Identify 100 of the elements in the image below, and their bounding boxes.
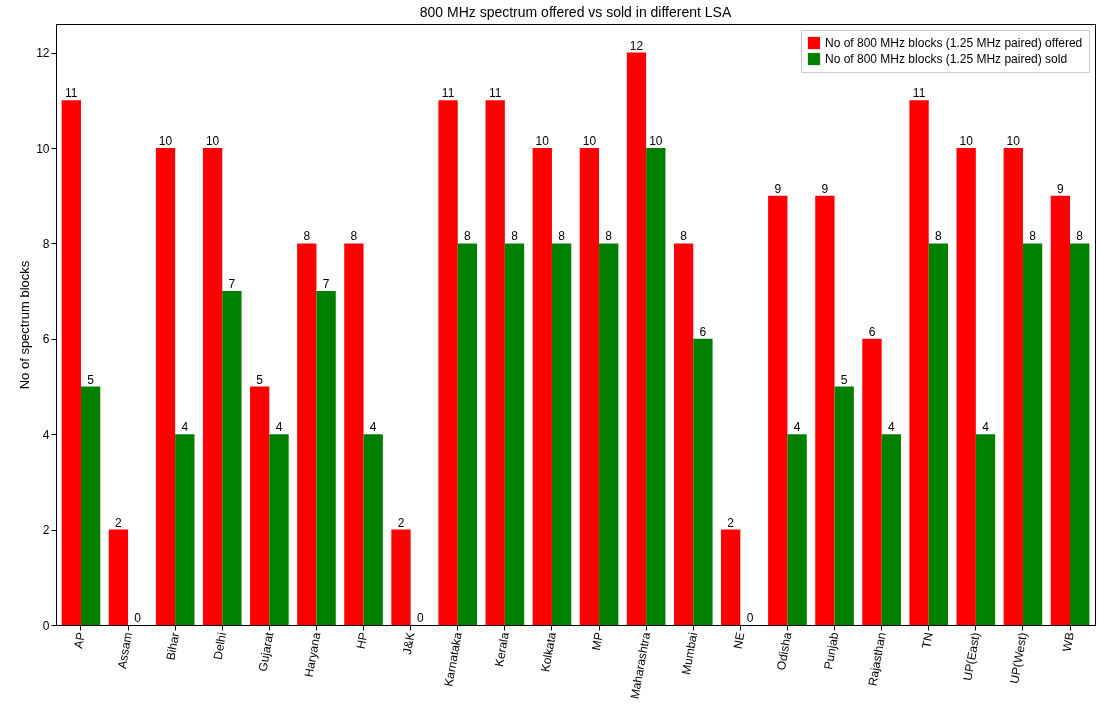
bar bbox=[457, 243, 478, 625]
x-tick-label: AP bbox=[71, 631, 88, 650]
bar bbox=[693, 338, 713, 625]
bar bbox=[250, 386, 270, 625]
x-tick-label: Maharashtra bbox=[627, 630, 654, 701]
data-label: 10 bbox=[535, 134, 550, 149]
data-label: 6 bbox=[868, 324, 876, 339]
bar bbox=[61, 100, 81, 625]
data-label: 0 bbox=[746, 611, 754, 625]
x-tick-label: NE bbox=[730, 631, 748, 651]
x-tick-label: Haryana bbox=[301, 630, 324, 679]
data-label: 0 bbox=[134, 611, 142, 625]
bar bbox=[1070, 243, 1090, 625]
x-tick-label: Rajasthan bbox=[865, 631, 889, 687]
bar bbox=[532, 148, 552, 625]
x-tick-label: Mumbai bbox=[678, 631, 701, 676]
bar bbox=[155, 148, 176, 625]
y-tick-label: 4 bbox=[42, 427, 50, 442]
bar bbox=[928, 243, 949, 625]
x-tick-label: Kolkata bbox=[538, 630, 559, 674]
bar bbox=[768, 195, 788, 625]
data-label: 10 bbox=[582, 134, 597, 149]
data-label: 10 bbox=[1006, 134, 1021, 149]
bar bbox=[881, 434, 901, 625]
data-label: 6 bbox=[699, 324, 707, 339]
x-tick-label: Karnataka bbox=[441, 630, 465, 688]
x-tick-label: UP(West) bbox=[1007, 631, 1030, 685]
data-label: 8 bbox=[1076, 229, 1084, 244]
y-tick-label: 0 bbox=[42, 618, 50, 633]
data-label: 5 bbox=[87, 372, 95, 387]
x-tick-label: Gujarat bbox=[255, 630, 277, 673]
data-label: 8 bbox=[680, 229, 688, 244]
bar bbox=[673, 243, 694, 625]
y-tick-label: 8 bbox=[42, 236, 50, 251]
bar bbox=[438, 100, 458, 625]
legend-label: No of 800 MHz blocks (1.25 MHz paired) offered bbox=[825, 36, 1083, 50]
data-label: 8 bbox=[350, 229, 358, 244]
y-axis-title: No of spectrum blocks bbox=[17, 260, 33, 390]
data-label: 2 bbox=[397, 515, 405, 530]
data-label: 10 bbox=[205, 134, 220, 149]
data-label: 8 bbox=[303, 229, 311, 244]
x-tick-label: Bihar bbox=[163, 631, 183, 662]
data-label: 2 bbox=[727, 515, 735, 530]
data-label: 8 bbox=[1029, 229, 1037, 244]
y-tick-label: 6 bbox=[42, 332, 50, 347]
x-tick-label: J&K bbox=[399, 631, 418, 656]
data-label: 7 bbox=[228, 277, 236, 292]
x-tick-label: WB bbox=[1059, 631, 1077, 653]
data-label: 8 bbox=[935, 229, 943, 244]
bar bbox=[316, 291, 336, 625]
data-label: 4 bbox=[982, 420, 990, 435]
data-label: 8 bbox=[511, 229, 519, 244]
bar bbox=[202, 148, 223, 625]
bar bbox=[1050, 195, 1071, 625]
data-label: 4 bbox=[181, 420, 189, 435]
bar bbox=[363, 434, 383, 625]
bar bbox=[1003, 148, 1023, 625]
bar bbox=[297, 243, 317, 625]
x-tick-label: Odisha bbox=[773, 630, 795, 672]
data-label: 4 bbox=[369, 420, 377, 435]
data-label: 11 bbox=[65, 86, 78, 101]
data-label: 7 bbox=[322, 277, 330, 292]
bar bbox=[834, 386, 854, 625]
data-label: 5 bbox=[840, 372, 848, 387]
bar bbox=[1022, 243, 1043, 625]
data-label: 4 bbox=[887, 420, 895, 435]
data-label: 10 bbox=[959, 134, 974, 149]
data-label: 9 bbox=[821, 181, 829, 196]
chart-title: 800 MHz spectrum offered vs sold in different LSA bbox=[419, 4, 732, 20]
bar bbox=[815, 195, 835, 625]
bar bbox=[108, 529, 129, 625]
bar bbox=[956, 148, 976, 625]
x-tick-label: Punjab bbox=[821, 630, 842, 671]
bar bbox=[504, 243, 525, 625]
data-label: 11 bbox=[441, 86, 455, 101]
y-tick-label: 12 bbox=[36, 46, 50, 61]
y-tick-label: 10 bbox=[36, 141, 50, 156]
data-label: 9 bbox=[1057, 181, 1065, 196]
x-tick-label: UP(East) bbox=[960, 631, 983, 682]
bar bbox=[787, 434, 807, 625]
data-label: 4 bbox=[793, 420, 801, 435]
data-label: 10 bbox=[158, 134, 173, 149]
data-label: 8 bbox=[605, 229, 613, 244]
bar bbox=[721, 529, 741, 625]
legend-label: No of 800 MHz blocks (1.25 MHz paired) sold bbox=[825, 52, 1068, 66]
data-label: 9 bbox=[774, 181, 782, 196]
data-label: 8 bbox=[464, 229, 472, 244]
bar bbox=[175, 434, 195, 625]
x-tick-label: HP bbox=[353, 631, 371, 651]
bar bbox=[485, 100, 505, 625]
bar bbox=[646, 148, 666, 625]
bar bbox=[626, 52, 647, 625]
x-tick-label: Assam bbox=[114, 631, 135, 670]
x-tick-label: Kerala bbox=[491, 630, 512, 668]
bar bbox=[909, 100, 929, 625]
data-label: 11 bbox=[912, 86, 926, 101]
x-tick-label: MP bbox=[589, 631, 606, 652]
bar bbox=[579, 148, 600, 625]
bar bbox=[975, 434, 996, 625]
bar bbox=[551, 243, 572, 625]
